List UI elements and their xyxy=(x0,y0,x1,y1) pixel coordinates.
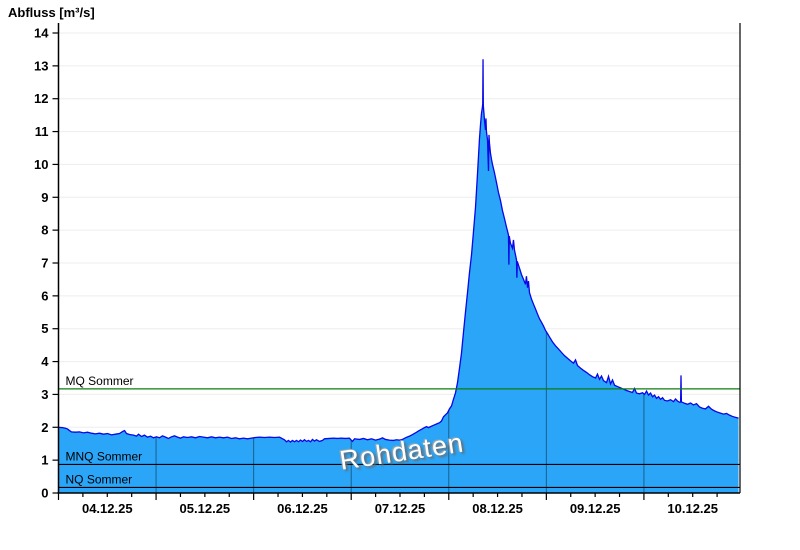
discharge-line xyxy=(58,59,739,443)
x-date-label: 05.12.25 xyxy=(180,501,231,516)
y-tick-label: 4 xyxy=(41,354,49,369)
y-tick-label: 6 xyxy=(41,288,48,303)
y-tick-label: 1 xyxy=(41,453,48,468)
reference-lines: MQ Sommer MNQ Sommer NQ Sommer xyxy=(58,374,740,489)
y-tick-label: 13 xyxy=(34,58,48,73)
y-tick-label: 7 xyxy=(41,256,48,271)
y-tick-label: 2 xyxy=(41,420,48,435)
y-tick-label: 3 xyxy=(41,387,48,402)
y-tick-label: 9 xyxy=(41,190,48,205)
axes xyxy=(57,23,741,494)
x-date-label: 09.12.25 xyxy=(570,501,621,516)
y-tick-label: 14 xyxy=(34,26,49,41)
y-tick-label: 8 xyxy=(41,223,48,238)
x-tick-group: 04.12.25 05.12.25 06.12.25 07.12.25 08.12.25… xyxy=(57,493,718,516)
x-date-label: 06.12.25 xyxy=(277,501,328,516)
y-tick-label: 0 xyxy=(41,486,48,501)
y-tick-label: 12 xyxy=(34,91,48,106)
x-date-label: 07.12.25 xyxy=(375,501,426,516)
ref-label-mq-sommer: MQ Sommer xyxy=(66,374,134,388)
x-date-label: 04.12.25 xyxy=(82,501,133,516)
discharge-area xyxy=(58,59,739,493)
y-tick-label: 10 xyxy=(34,157,48,172)
chart-title: Abfluss [m³/s] xyxy=(8,5,95,20)
ref-label-mnq-sommer: MNQ Sommer xyxy=(66,449,143,463)
x-date-label: 08.12.25 xyxy=(472,501,523,516)
y-tick-label: 11 xyxy=(35,124,49,139)
x-date-label: 10.12.25 xyxy=(667,501,718,516)
y-tick-label: 5 xyxy=(41,321,48,336)
ref-label-nq-sommer: NQ Sommer xyxy=(66,472,133,486)
